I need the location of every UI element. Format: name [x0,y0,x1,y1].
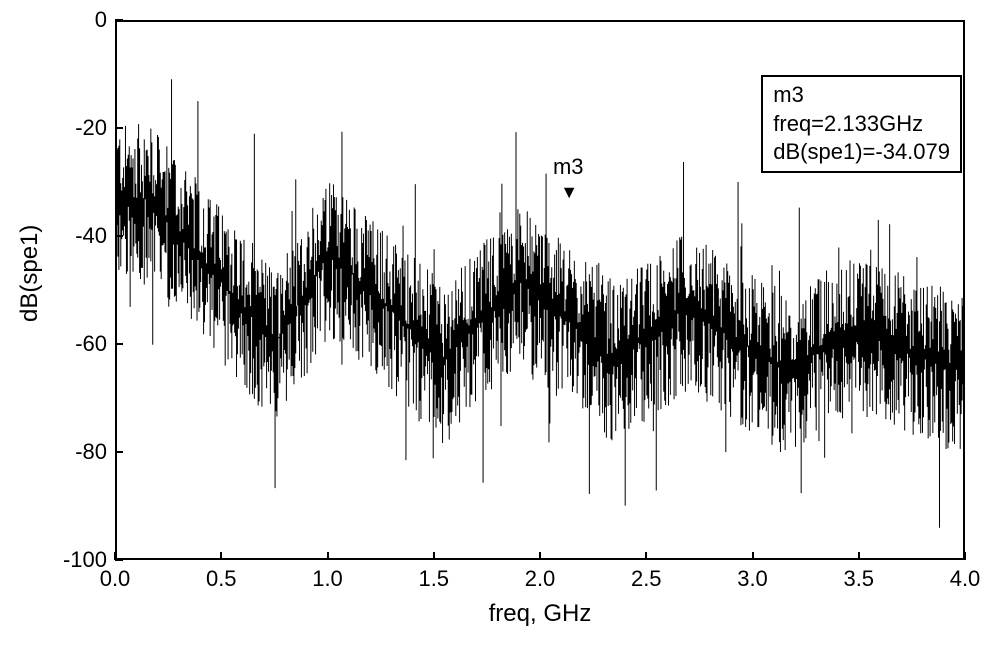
y-tick-label: -20 [47,115,107,141]
chart-container: dB(spe1) freq, GHz m3 ▼ m3freq=2.133GHzd… [0,0,1000,668]
x-axis-label: freq, GHz [480,600,600,628]
y-tick-label: -80 [47,439,107,465]
y-tick-mark [115,451,123,453]
y-tick-label: -60 [47,331,107,357]
marker-triangle-icon: ▼ [560,182,578,203]
x-tick-label: 4.0 [940,566,990,592]
x-tick-mark [433,552,435,560]
x-tick-mark [752,552,754,560]
x-tick-mark [645,552,647,560]
x-tick-mark [220,552,222,560]
y-tick-mark [115,343,123,345]
x-tick-label: 0.5 [196,566,246,592]
y-tick-mark [115,559,123,561]
x-tick-mark [964,552,966,560]
x-tick-label: 0.0 [90,566,140,592]
marker-info-box: m3freq=2.133GHzdB(spe1)=-34.079 [761,75,962,173]
x-tick-label: 2.5 [621,566,671,592]
x-tick-label: 3.0 [728,566,778,592]
y-tick-mark [115,19,123,21]
x-tick-mark [539,552,541,560]
marker-label: m3 [548,154,588,180]
info-box-line: dB(spe1)=-34.079 [773,138,950,167]
y-tick-mark [115,235,123,237]
y-tick-label: -40 [47,223,107,249]
y-tick-label: 0 [47,7,107,33]
x-tick-label: 2.0 [515,566,565,592]
info-box-line: m3 [773,81,950,110]
x-tick-label: 1.5 [409,566,459,592]
x-tick-mark [114,552,116,560]
y-tick-mark [115,127,123,129]
x-tick-label: 3.5 [834,566,884,592]
x-tick-label: 1.0 [303,566,353,592]
x-tick-mark [858,552,860,560]
y-axis-label: dB(spe1) [16,262,44,322]
info-box-line: freq=2.133GHz [773,110,950,139]
x-tick-mark [327,552,329,560]
